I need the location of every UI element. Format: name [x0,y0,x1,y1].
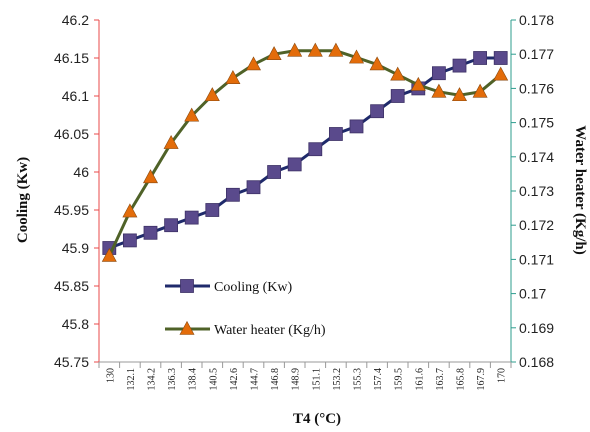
x-tick-label: 140.5 [208,368,219,391]
data-point [328,127,343,141]
data-point [390,89,405,103]
x-tick-label: 161.6 [414,368,425,391]
x-tick-label: 142.6 [229,368,240,391]
x-tick-label: 167.9 [476,368,487,391]
axes [94,19,516,368]
x-tick-label: 165.8 [456,368,467,391]
x-tick-label: 144.7 [250,368,261,391]
data-point [205,203,220,217]
data-point [308,142,323,157]
data-point [390,66,406,81]
right-tick-label: 0.17 [519,286,546,302]
left-tick-label: 46.15 [54,50,89,66]
x-tick-label: 136.3 [167,368,178,391]
right-tick-label: 0.169 [519,320,554,336]
series-1 [102,51,508,255]
data-point [369,56,385,71]
right-tick-label: 0.176 [519,80,554,96]
left-tick-label: 45.95 [54,202,89,218]
left-tick-label: 46.2 [62,12,89,28]
data-point [266,46,282,61]
right-tick-label: 0.171 [519,251,554,267]
right-axis-title: Water heater (Kg/h) [572,125,588,254]
data-point [328,42,344,57]
right-tick-label: 0.177 [519,46,554,62]
x-axis-title: T4 (°C) [293,411,341,427]
data-point [101,247,117,262]
data-point [184,107,200,122]
right-tick-label: 0.172 [519,217,554,233]
series-group [101,42,509,262]
x-tick-label: 146.8 [270,368,281,391]
data-point [452,58,467,73]
legend-item-2: Water heater (Kg/h) [165,320,326,338]
data-point [472,83,488,98]
x-tick-label: 151.1 [311,368,322,391]
data-point [245,56,262,71]
left-tick-label: 46 [73,164,89,180]
left-tick-label: 45.9 [62,240,89,256]
data-point [451,87,468,102]
left-tick-label: 46.05 [54,126,89,142]
data-point [122,203,138,218]
right-tick-label: 0.173 [519,183,554,199]
data-point [225,187,240,202]
data-point [225,70,241,84]
data-point [287,42,303,57]
left-axis-title: Cooling (Kw) [15,157,31,243]
x-tick-label: 134.2 [147,368,158,391]
data-point [348,49,365,64]
data-point [431,66,446,81]
tick-labels: 45.75 45.8 45.85 45.9 45.95 46 46.05 46.1 46.15 4… [54,12,554,391]
left-tick-label: 45.8 [62,316,89,332]
data-point [184,210,199,225]
series-2 [101,42,509,262]
x-tick-label: 163.7 [435,368,446,391]
left-tick-label: 45.85 [54,278,89,294]
data-point [163,134,179,149]
x-tick-label: 170 [497,368,508,383]
x-tick-label: 130 [105,368,116,383]
right-tick-label: 0.174 [519,149,554,165]
legend: Cooling (Kw) Water heater (Kg/h) [165,279,326,338]
data-point [267,165,282,179]
legend-label: Cooling (Kw) [214,280,293,295]
data-point [473,51,488,65]
data-point [431,83,447,98]
legend-label: Water heater (Kg/h) [214,323,326,338]
data-point [493,51,508,65]
data-point [246,180,261,195]
right-tick-label: 0.168 [519,354,554,370]
data-point [142,169,159,184]
legend-item-1: Cooling (Kw) [165,279,293,295]
x-tick-label: 157.4 [373,368,384,391]
data-point [179,320,195,335]
right-tick-label: 0.178 [519,12,554,28]
data-point [180,279,194,293]
data-point [370,104,385,119]
x-tick-label: 155.3 [353,368,364,391]
data-point [307,42,323,57]
x-tick-label: 153.2 [332,368,343,391]
data-point [143,225,158,240]
data-point [349,119,364,134]
data-point [493,66,509,81]
data-point [204,87,220,102]
left-tick-label: 45.75 [54,354,89,370]
x-tick-label: 138.4 [188,368,199,391]
data-point [287,157,302,172]
x-tick-label: 148.9 [291,368,302,391]
data-point [123,233,137,248]
data-point [164,218,179,233]
right-tick-label: 0.175 [519,115,554,131]
x-tick-label: 159.5 [394,368,405,391]
left-tick-label: 46.1 [62,88,89,104]
data-point [410,76,426,91]
x-tick-label: 132.1 [126,368,137,391]
